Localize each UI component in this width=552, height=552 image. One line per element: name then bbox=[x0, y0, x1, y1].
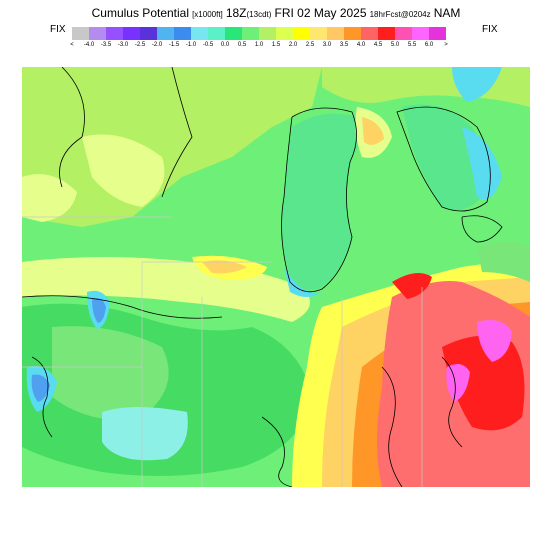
fix-label-right: FIX bbox=[482, 24, 498, 35]
field-red-southeast bbox=[442, 335, 525, 431]
forecast-map bbox=[22, 67, 530, 487]
legend-swatch bbox=[157, 27, 174, 40]
legend-tick-label: -2.0 bbox=[151, 42, 163, 48]
field-light-cyan-south bbox=[102, 407, 188, 461]
field-light-green-south bbox=[52, 326, 169, 420]
legend-swatch bbox=[412, 27, 429, 40]
field-green-east-edge bbox=[477, 242, 530, 282]
lake-michigan-cyan-edge bbox=[284, 267, 322, 297]
forecast-hour: 18hrFcst@0204z bbox=[369, 10, 431, 19]
field-magenta-2 bbox=[446, 363, 470, 402]
legend-swatch bbox=[123, 27, 140, 40]
legend-tick-label: 1.0 bbox=[254, 42, 264, 48]
legend-swatch bbox=[89, 27, 106, 40]
legend-swatch bbox=[310, 27, 327, 40]
legend-tick-label: 5.5 bbox=[407, 42, 417, 48]
lake-michigan-outline bbox=[281, 107, 357, 293]
legend-tick-label: -2.5 bbox=[134, 42, 146, 48]
fix-label-left: FIX bbox=[50, 24, 66, 35]
legend-tick-label: 6.0 bbox=[424, 42, 434, 48]
legend-tick-label: -1.0 bbox=[185, 42, 197, 48]
southeast-outline-1 bbox=[381, 366, 403, 487]
legend-swatch bbox=[242, 27, 259, 40]
cyan-northeast-top bbox=[452, 67, 502, 102]
northeast-yellow bbox=[362, 117, 384, 145]
legend-swatch bbox=[378, 27, 395, 40]
valid-date: FRI 02 May 2025 bbox=[274, 6, 367, 20]
map-canvas bbox=[22, 67, 530, 487]
coastlines bbox=[22, 67, 503, 487]
legend-tick-label: 2.5 bbox=[305, 42, 315, 48]
legend-swatch bbox=[225, 27, 242, 40]
lake-huron-cyan bbox=[462, 127, 502, 200]
valid-time: 18Z bbox=[225, 6, 247, 20]
legend-tick-label: -3.0 bbox=[117, 42, 129, 48]
legend-tick-label: -4.0 bbox=[83, 42, 95, 48]
legend-tick-label: > bbox=[444, 42, 448, 48]
legend-tick-label: 1.5 bbox=[271, 42, 281, 48]
legend-tick-label: 0.5 bbox=[237, 42, 247, 48]
map-title: Cumulus Potential [x1000ft] 18Z(13cdt) F… bbox=[0, 6, 552, 20]
legend-tick-label: 4.0 bbox=[356, 42, 366, 48]
legend-swatch bbox=[361, 27, 378, 40]
legend-swatch bbox=[293, 27, 310, 40]
legend-swatch bbox=[276, 27, 293, 40]
legend-swatch bbox=[429, 27, 446, 40]
legend-swatch bbox=[72, 27, 89, 40]
legend-tick-label: 3.0 bbox=[322, 42, 332, 48]
blue-west-lake bbox=[92, 298, 106, 323]
legend-tick-label: 0.0 bbox=[220, 42, 230, 48]
legend-swatch bbox=[140, 27, 157, 40]
color-legend-ticks: < -4.0 -3.5 -3.0 -2.5 -2.0 -1.5 -1.0 -0.5 0.0 0.5 1… bbox=[60, 42, 500, 52]
legend-tick-label: 3.5 bbox=[339, 42, 349, 48]
local-time: (13cdt) bbox=[246, 10, 272, 19]
northeast-lake-outline bbox=[461, 215, 503, 243]
legend-tick-label: -1.5 bbox=[168, 42, 180, 48]
legend-tick-label: 4.5 bbox=[373, 42, 383, 48]
legend-swatch bbox=[327, 27, 344, 40]
field-pale-yellow-west bbox=[22, 174, 77, 222]
color-legend bbox=[72, 27, 446, 40]
legend-swatch bbox=[395, 27, 412, 40]
southeast-outline-2 bbox=[441, 356, 463, 448]
legend-swatch bbox=[174, 27, 191, 40]
legend-tick-label: -0.5 bbox=[202, 42, 214, 48]
river-outline bbox=[22, 295, 223, 319]
legend-swatch bbox=[344, 27, 361, 40]
state-borders bbox=[22, 216, 423, 487]
field-green-east-of-cyan bbox=[212, 363, 282, 417]
legend-tick-label: < bbox=[70, 42, 74, 48]
west-outline-2 bbox=[161, 67, 193, 198]
south-outline bbox=[261, 416, 293, 487]
lake-huron-outline bbox=[396, 106, 491, 212]
lake-michigan-field bbox=[281, 113, 361, 291]
legend-tick-label: 5.0 bbox=[390, 42, 400, 48]
blue-far-west bbox=[31, 374, 50, 402]
legend-swatch bbox=[191, 27, 208, 40]
legend-swatch bbox=[208, 27, 225, 40]
model-name: NAM bbox=[433, 6, 461, 20]
units-label: [x1000ft] bbox=[192, 10, 223, 19]
field-orange-center bbox=[202, 260, 247, 274]
product-name: Cumulus Potential bbox=[91, 6, 190, 20]
far-west-outline bbox=[31, 356, 53, 438]
legend-tick-label: -3.5 bbox=[100, 42, 112, 48]
legend-tick-label: 2.0 bbox=[288, 42, 298, 48]
legend-swatch bbox=[259, 27, 276, 40]
field-magenta-1 bbox=[477, 319, 512, 362]
field-yellow-green-north bbox=[22, 67, 322, 227]
west-outline-1 bbox=[59, 67, 85, 188]
legend-swatch bbox=[106, 27, 123, 40]
field-pale-yellow-north bbox=[82, 134, 165, 207]
